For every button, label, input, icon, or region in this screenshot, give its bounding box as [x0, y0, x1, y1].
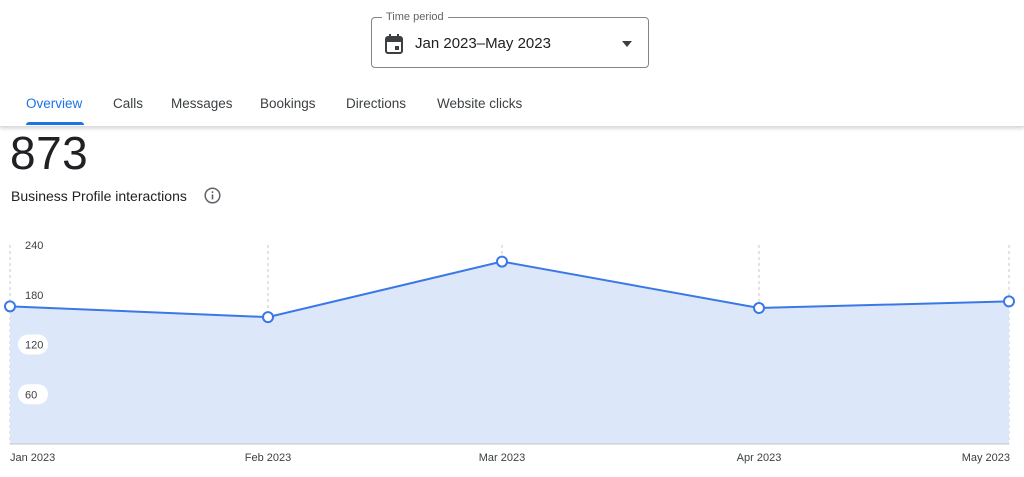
- data-point[interactable]: [4, 300, 16, 313]
- data-point[interactable]: [496, 255, 508, 268]
- tab-overview[interactable]: Overview: [26, 96, 83, 111]
- tab-bar: Overview Calls Messages Bookings Directi…: [0, 82, 1024, 127]
- data-point[interactable]: [753, 302, 765, 315]
- active-tab-indicator: [26, 122, 84, 125]
- metric-label: Business Profile interactions: [11, 188, 187, 204]
- x-tick-label: Feb 2023: [245, 452, 291, 464]
- tab-website-clicks[interactable]: Website clicks: [437, 96, 523, 111]
- tab-calls[interactable]: Calls: [113, 96, 144, 111]
- calendar-icon: [385, 34, 403, 54]
- tab-bookings[interactable]: Bookings: [260, 96, 316, 111]
- info-icon[interactable]: [204, 187, 221, 204]
- area-fill: [10, 261, 1009, 444]
- y-tick-label: 120: [25, 340, 43, 352]
- x-tick-label: Apr 2023: [737, 452, 782, 464]
- y-tick-label: 180: [25, 290, 43, 302]
- metric-total: 873: [10, 127, 89, 179]
- time-period-select[interactable]: Time period Jan 2023–May 2023: [371, 11, 649, 68]
- tab-directions[interactable]: Directions: [346, 96, 407, 111]
- data-point[interactable]: [262, 311, 274, 324]
- time-period-value: Jan 2023–May 2023: [415, 35, 551, 52]
- x-tick-label: Mar 2023: [479, 452, 525, 464]
- interactions-chart: 60 120 180 240 Jan 2023 Feb 2023 Mar 2023 Apr 2…: [4, 240, 1015, 464]
- x-tick-label: Jan 2023: [10, 452, 55, 464]
- data-point[interactable]: [1003, 295, 1015, 308]
- time-period-legend: Time period: [382, 11, 448, 24]
- y-tick-label: 240: [25, 240, 43, 252]
- tab-messages[interactable]: Messages: [171, 96, 233, 111]
- x-tick-label: May 2023: [962, 452, 1010, 464]
- dropdown-arrow-icon: [622, 41, 632, 47]
- y-tick-label-bg: [18, 384, 48, 405]
- y-tick-label-bg: [18, 334, 48, 355]
- y-tick-label: 60: [25, 389, 37, 401]
